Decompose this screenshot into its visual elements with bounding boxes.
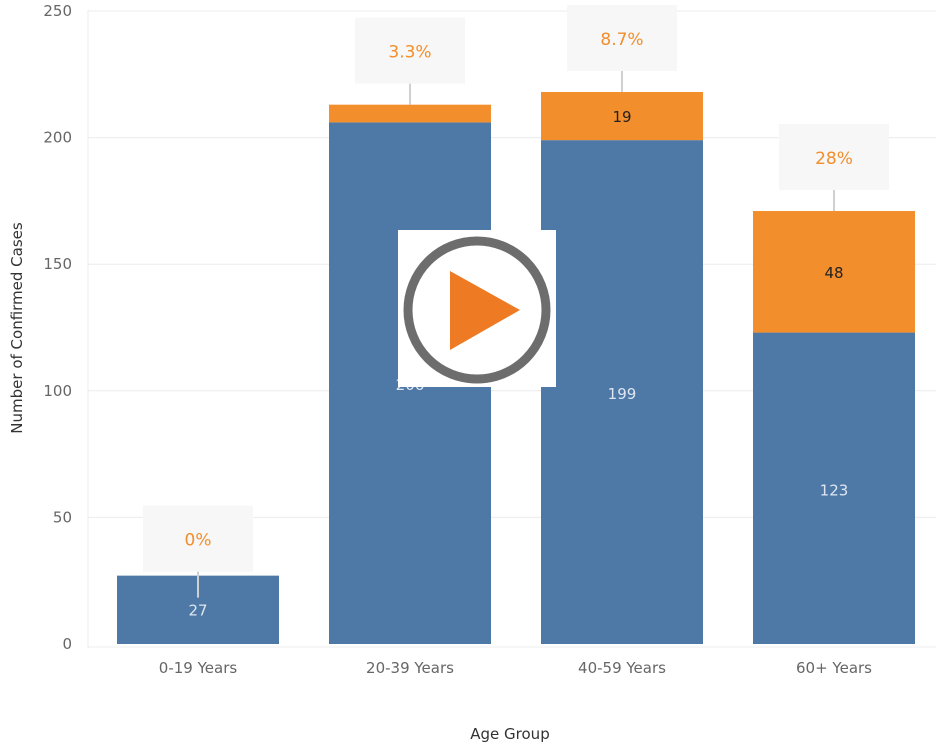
bar-base-3 xyxy=(753,332,915,644)
callout-box-3 xyxy=(779,124,889,191)
y-tick-label-5: 250 xyxy=(43,2,72,20)
video-play-button[interactable] xyxy=(398,230,556,387)
base-value-label-2: 199 xyxy=(608,385,637,403)
y-tick-label-1: 50 xyxy=(53,508,72,526)
top-value-label-3: 48 xyxy=(824,264,843,282)
base-value-label-0: 27 xyxy=(188,602,207,620)
base-value-label-3: 123 xyxy=(820,481,849,499)
x-axis-ticks: 0-19 Years 20-39 Years 40-59 Years 60+ Year… xyxy=(159,659,872,677)
y-tick-label-2: 100 xyxy=(43,382,72,400)
x-axis-title: Age Group xyxy=(470,725,549,743)
bar-top-1 xyxy=(329,104,491,123)
percent-label-0: 0% xyxy=(185,531,212,551)
x-tick-label-3: 60+ Years xyxy=(796,659,872,677)
percent-label-1: 3.3% xyxy=(388,43,431,63)
percent-label-3: 28% xyxy=(815,149,853,169)
y-axis-title: Number of Confirmed Cases xyxy=(8,222,26,434)
y-axis-ticks: 0 50 100 150 200 250 xyxy=(43,2,72,653)
callout-box-1 xyxy=(355,17,465,84)
play-icon xyxy=(403,236,551,384)
callout-box-0 xyxy=(143,505,253,572)
x-tick-label-0: 0-19 Years xyxy=(159,659,238,677)
bar-base-2 xyxy=(541,140,703,644)
x-tick-label-2: 40-59 Years xyxy=(578,659,666,677)
y-tick-label-4: 200 xyxy=(43,129,72,147)
x-tick-label-1: 20-39 Years xyxy=(366,659,454,677)
top-value-label-2: 19 xyxy=(612,108,631,126)
y-tick-label-3: 150 xyxy=(43,255,72,273)
callout-box-2 xyxy=(567,5,677,72)
y-tick-label-0: 0 xyxy=(62,635,72,653)
bar-top-2 xyxy=(541,92,703,141)
bar-top-3 xyxy=(753,211,915,333)
percent-label-2: 8.7% xyxy=(600,30,643,50)
